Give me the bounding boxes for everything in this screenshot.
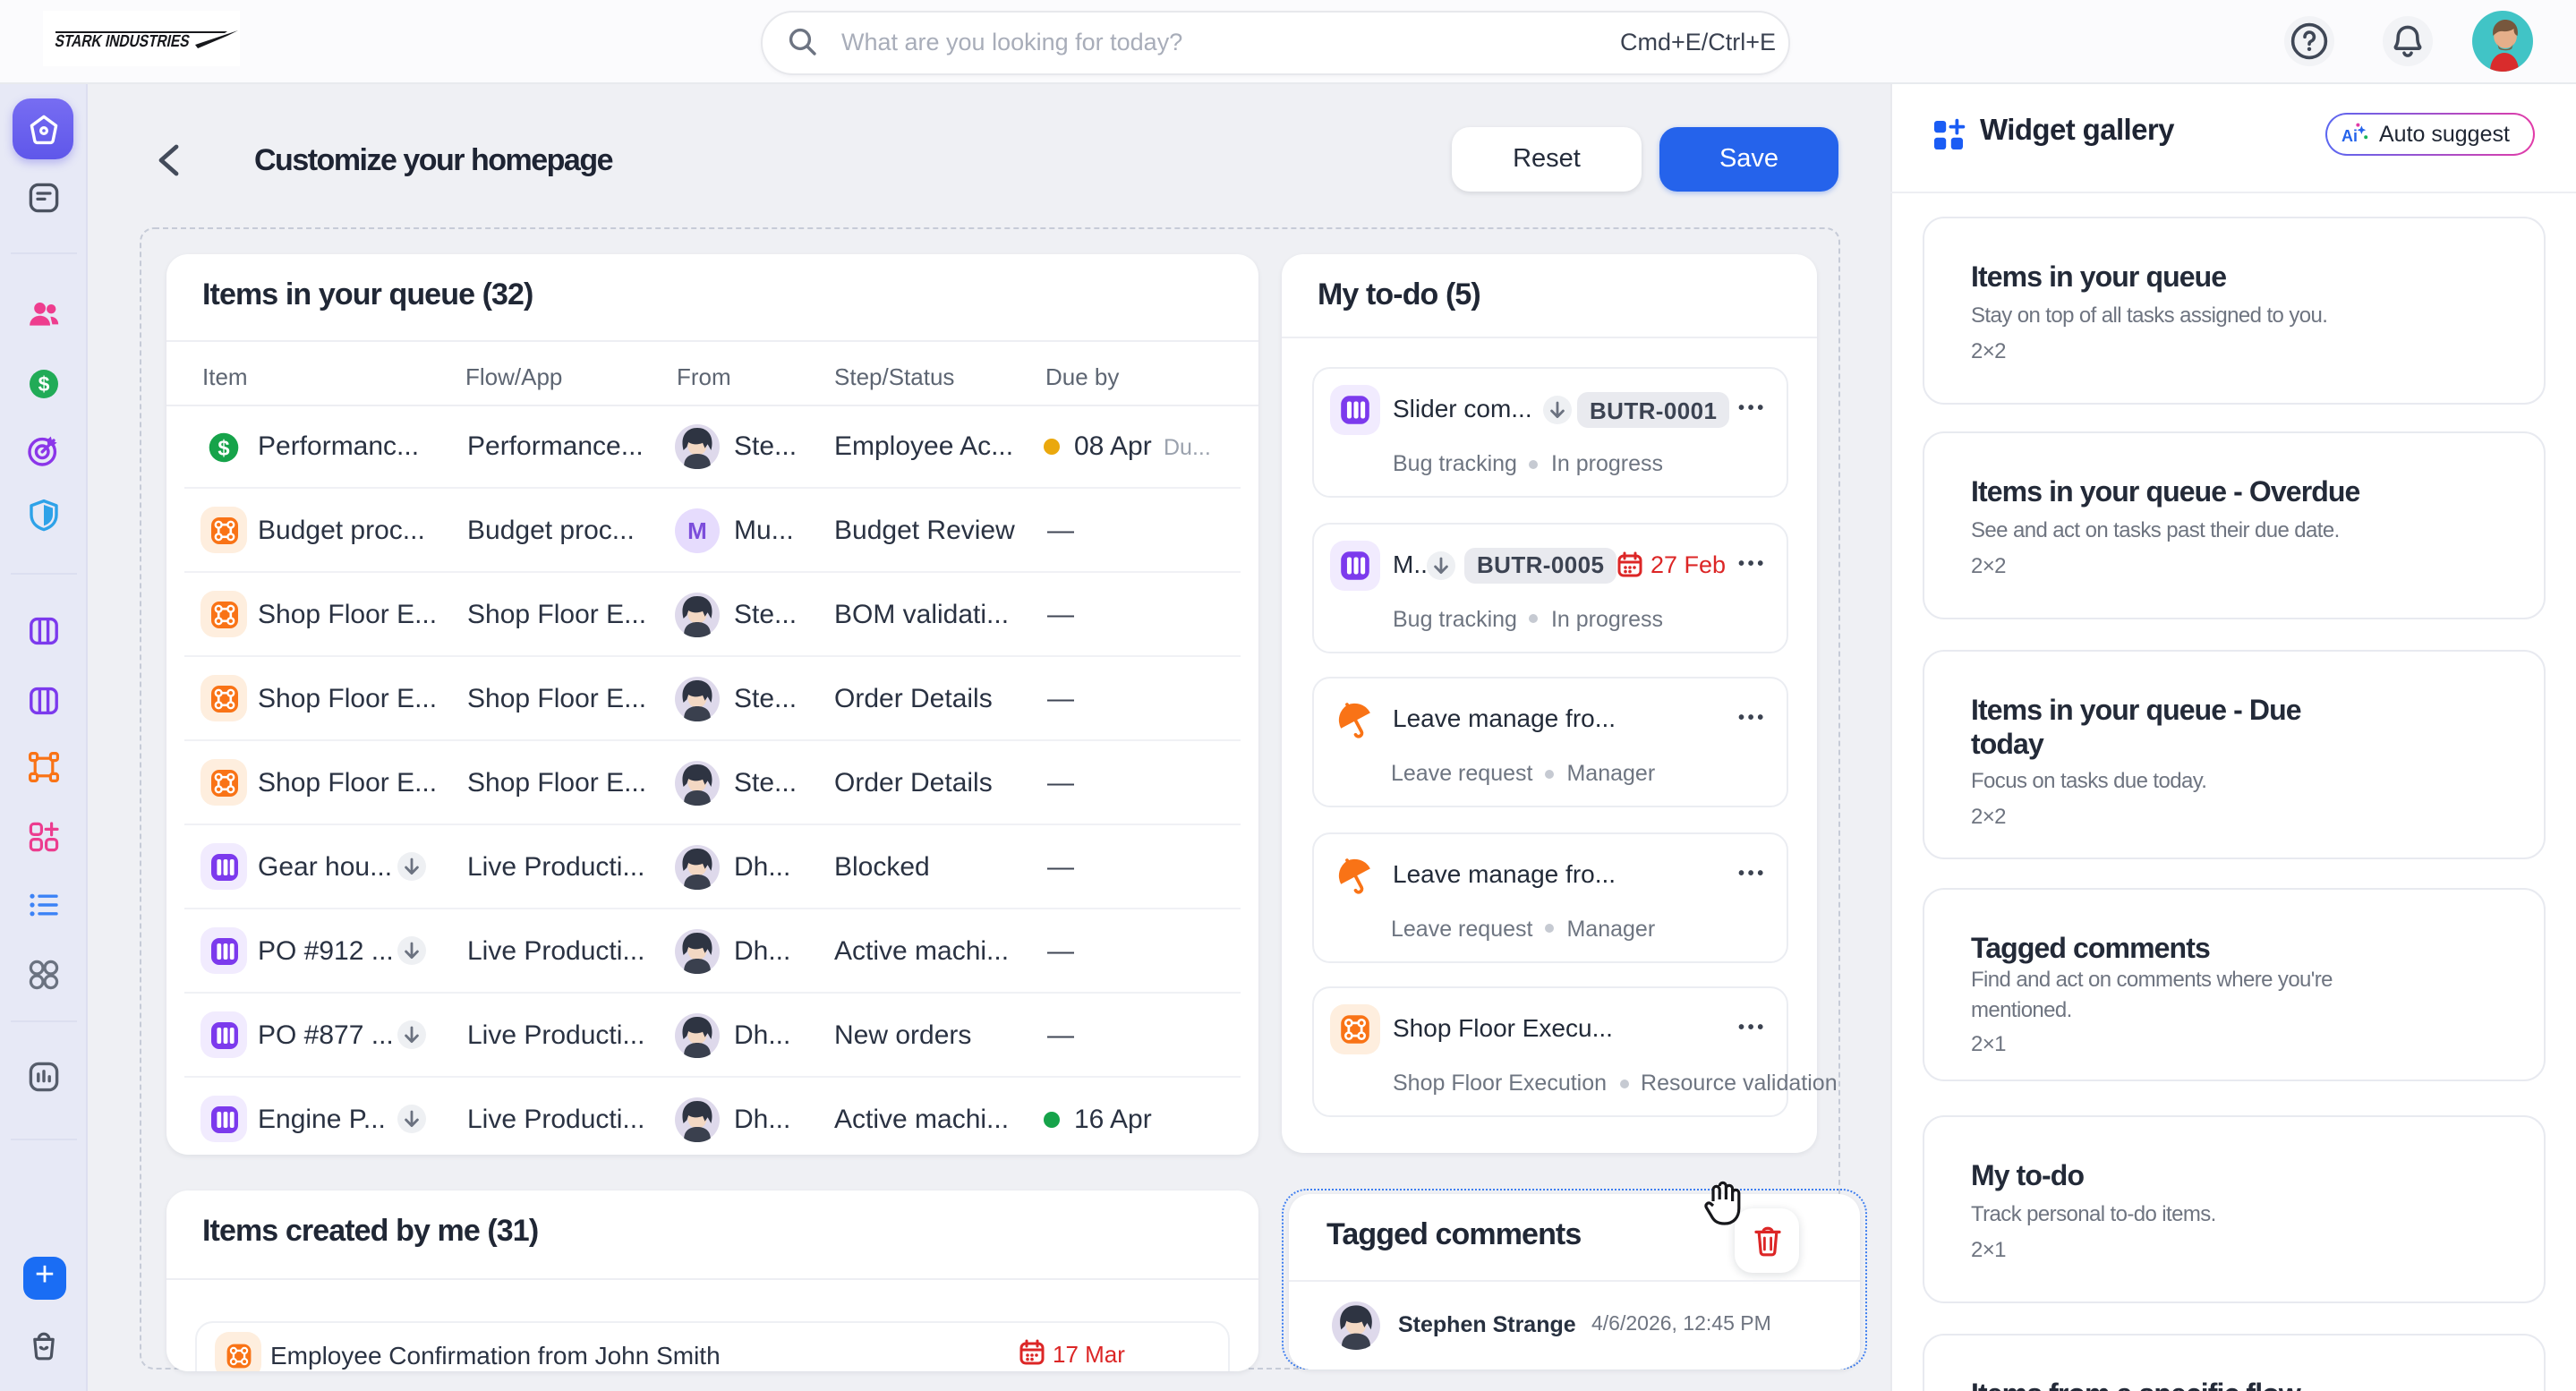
svg-text:$: $	[38, 372, 50, 396]
svg-text:Ai: Ai	[2341, 127, 2358, 145]
svg-text:$: $	[218, 438, 229, 461]
svg-text:STARK INDUSTRIES: STARK INDUSTRIES	[53, 32, 192, 51]
